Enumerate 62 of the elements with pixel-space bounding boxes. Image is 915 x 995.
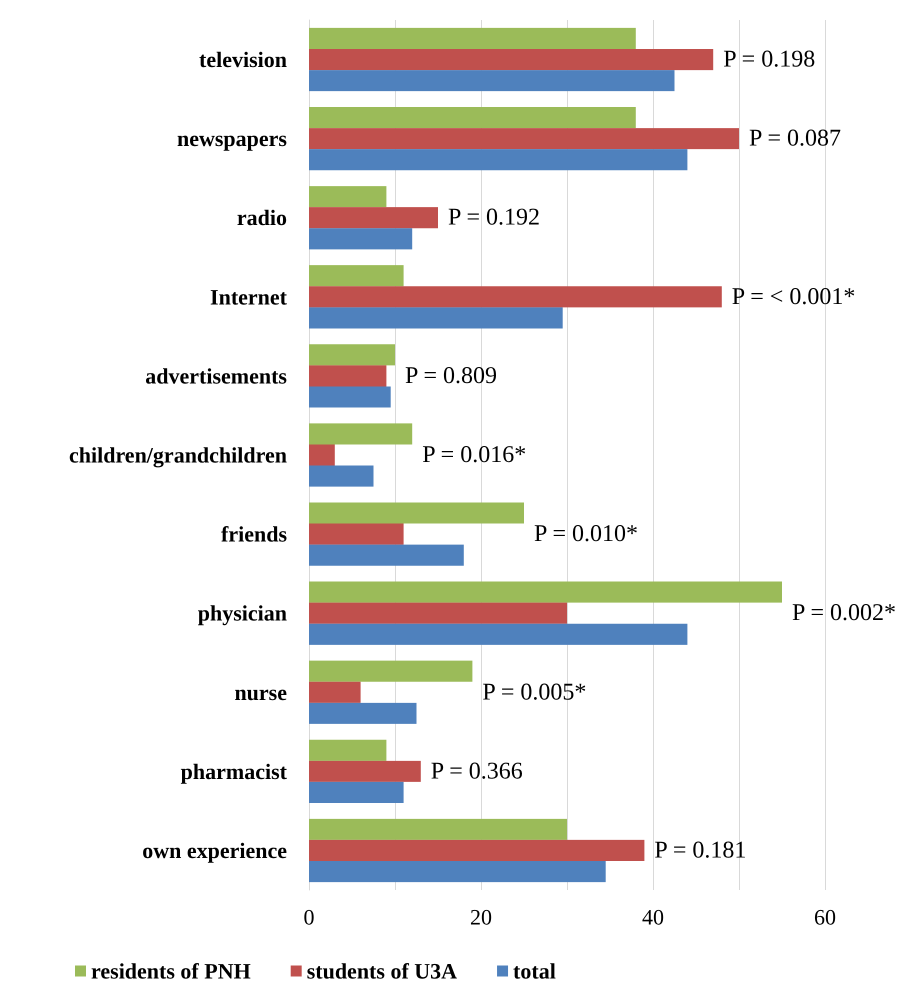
bar bbox=[309, 782, 404, 803]
x-tick-label: 60 bbox=[814, 904, 836, 930]
bar bbox=[309, 466, 374, 487]
bar bbox=[309, 544, 464, 566]
bar bbox=[309, 818, 567, 840]
y-tick-label: advertisements bbox=[145, 363, 288, 388]
bar bbox=[309, 128, 739, 150]
y-tick-label: nurse bbox=[234, 680, 288, 705]
bar bbox=[309, 760, 421, 782]
y-tick-label: children/grandchildren bbox=[68, 442, 287, 468]
bar bbox=[309, 861, 606, 882]
y-tick-label: Internet bbox=[210, 284, 288, 310]
bar bbox=[309, 423, 412, 444]
bar bbox=[309, 386, 391, 408]
bar bbox=[309, 740, 386, 761]
bar bbox=[309, 582, 782, 603]
bar bbox=[309, 207, 438, 228]
y-tick-label: pharmacist bbox=[180, 758, 288, 784]
bar bbox=[309, 602, 567, 624]
bar bbox=[309, 228, 412, 250]
bar bbox=[309, 49, 714, 70]
bar bbox=[309, 70, 674, 92]
x-tick-label: 0 bbox=[304, 904, 314, 930]
annotation: P = 0.809 bbox=[405, 362, 497, 389]
y-tick-label: physician bbox=[198, 600, 287, 626]
legend-label: total bbox=[513, 958, 556, 984]
annotation: P = 0.192 bbox=[448, 204, 540, 231]
annotation: P = 0.016* bbox=[422, 442, 526, 468]
bar bbox=[309, 365, 386, 386]
legend-label: residents of PNH bbox=[91, 958, 251, 984]
y-tick-label: television bbox=[199, 47, 287, 72]
bar bbox=[309, 524, 404, 545]
annotation: P = 0.010* bbox=[534, 521, 638, 548]
bar bbox=[309, 624, 688, 645]
y-tick-label: own experience bbox=[142, 838, 288, 863]
y-tick-label: radio bbox=[236, 205, 287, 230]
bar bbox=[309, 28, 636, 49]
x-tick-label: 20 bbox=[470, 904, 492, 930]
bar bbox=[309, 107, 636, 128]
bar bbox=[309, 502, 524, 524]
bar bbox=[309, 149, 688, 170]
bar bbox=[309, 682, 361, 703]
bar bbox=[309, 286, 722, 308]
y-tick-label: friends bbox=[221, 522, 288, 547]
annotation: P = 0.005* bbox=[482, 679, 586, 706]
bar bbox=[309, 307, 563, 328]
annotation: P = 0.002* bbox=[792, 600, 896, 626]
y-tick-label: newspapers bbox=[176, 126, 288, 152]
annotation: P = 0.087 bbox=[749, 126, 841, 152]
annotation: P = 0.366 bbox=[430, 758, 523, 784]
legend-label: students of U3A bbox=[306, 958, 458, 984]
bar bbox=[309, 344, 395, 366]
bar bbox=[309, 660, 472, 682]
bar bbox=[309, 186, 386, 208]
annotation: P = 0.181 bbox=[654, 837, 746, 864]
bar bbox=[309, 265, 404, 286]
bar bbox=[309, 702, 416, 724]
annotation: P = < 0.001* bbox=[732, 284, 856, 310]
bar bbox=[309, 840, 644, 861]
annotation: P = 0.198 bbox=[723, 46, 816, 73]
bar bbox=[309, 444, 335, 466]
x-tick-label: 40 bbox=[642, 904, 664, 930]
